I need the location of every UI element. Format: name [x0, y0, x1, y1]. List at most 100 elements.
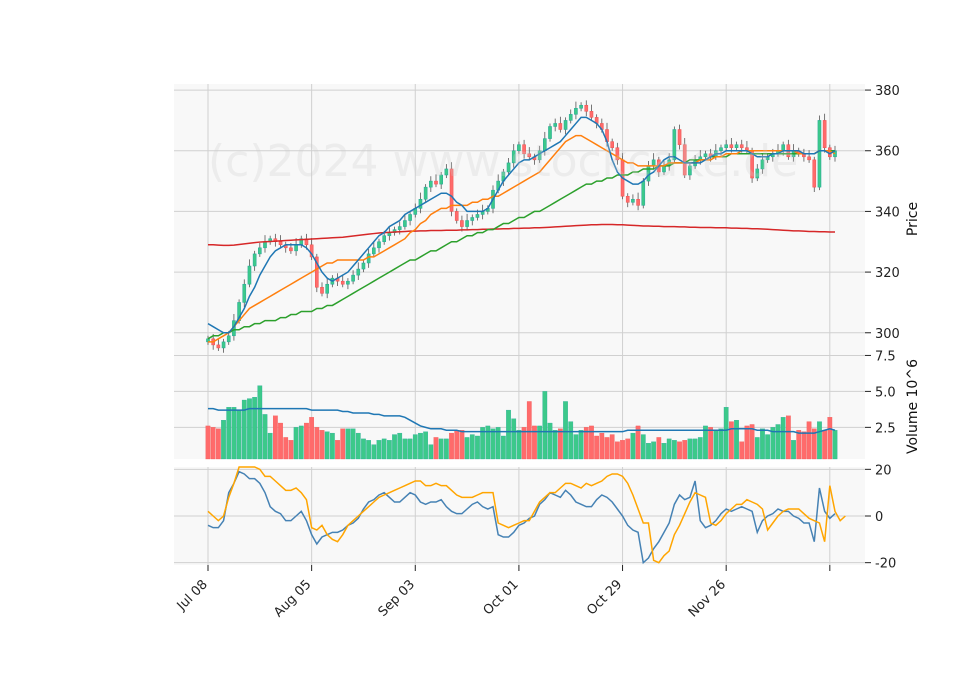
- candle-body: [429, 180, 433, 188]
- candle-body: [729, 144, 734, 148]
- candle-body: [584, 104, 589, 112]
- volume-ma-line: [208, 407, 836, 434]
- candle-body: [356, 268, 361, 276]
- volume-bar: [656, 437, 662, 460]
- y-tick-label: 2.5: [875, 421, 896, 436]
- volume-bar: [578, 430, 584, 460]
- volume-bar: [335, 440, 340, 460]
- candle-body: [315, 256, 319, 288]
- volume-bar: [609, 434, 615, 460]
- candle-body: [812, 159, 817, 188]
- volume-bar: [558, 428, 563, 460]
- volume-bar: [827, 417, 833, 460]
- candle-body: [434, 180, 438, 185]
- volume-bar: [713, 430, 719, 460]
- volume-bar: [568, 421, 574, 460]
- volume-bar: [267, 432, 273, 460]
- candle-body: [294, 244, 298, 252]
- volume-bar: [651, 441, 656, 460]
- volume-bar: [791, 440, 796, 460]
- candle-body: [470, 217, 475, 221]
- candle-body: [755, 168, 760, 179]
- volume-bar: [371, 444, 377, 460]
- ma-long-line: [208, 223, 835, 247]
- volume-bar: [723, 407, 729, 460]
- y-tick-label: 5.0: [875, 385, 896, 400]
- volume-bar: [754, 437, 760, 460]
- candle-body: [579, 104, 583, 109]
- candle-body: [263, 241, 267, 249]
- volume-bar: [526, 401, 532, 460]
- candle-body: [625, 195, 630, 203]
- volume-bar: [615, 441, 620, 460]
- volume-bar: [350, 428, 356, 460]
- candle-body: [346, 280, 350, 285]
- volume-bar: [428, 444, 434, 460]
- candle-body: [309, 244, 314, 258]
- y-tick-label: -20: [875, 557, 896, 572]
- volume-bar: [687, 438, 693, 460]
- candle-body: [361, 262, 366, 270]
- volume-bar: [744, 425, 750, 460]
- candle-body: [258, 247, 262, 255]
- volume-bar: [418, 432, 423, 460]
- volume-bar: [604, 437, 610, 460]
- volume-bar: [749, 424, 755, 460]
- candle-body: [563, 120, 568, 130]
- volume-bar: [459, 430, 465, 460]
- candle-body: [760, 159, 765, 170]
- volume-bar: [775, 424, 781, 460]
- volume-bar: [682, 440, 688, 460]
- volume-bar: [314, 427, 320, 460]
- x-tick-label: Oct 29: [584, 577, 625, 618]
- candle-body: [522, 144, 526, 155]
- volume-bar: [216, 428, 221, 460]
- volume-bar: [640, 434, 646, 460]
- candle-body: [724, 144, 728, 148]
- volume-bar: [392, 434, 397, 460]
- volume-bar: [444, 438, 449, 460]
- volume-bar: [760, 428, 765, 460]
- volume-bar: [480, 427, 485, 460]
- volume-bar: [298, 425, 304, 460]
- volume-bar: [361, 438, 366, 460]
- candle-body: [703, 153, 708, 158]
- volume-bar: [236, 409, 242, 460]
- volume-bar: [552, 430, 558, 460]
- candle-body: [734, 144, 739, 148]
- volume-bar: [247, 398, 252, 460]
- volume-bar: [485, 425, 491, 460]
- volume-bar: [449, 432, 454, 460]
- candle-body: [366, 253, 371, 264]
- volume-bar: [811, 428, 817, 460]
- candle-body: [221, 341, 226, 349]
- volume-bar: [822, 430, 827, 460]
- candle-body: [403, 220, 407, 227]
- volume-bar: [573, 434, 579, 460]
- candle-body: [465, 220, 469, 227]
- volume-bar: [780, 417, 786, 460]
- candle-body: [397, 226, 402, 230]
- candle-body: [719, 147, 723, 151]
- volume-bar: [511, 418, 517, 460]
- volume-bar: [661, 443, 667, 460]
- volume-bar: [506, 409, 511, 460]
- volume-bar: [490, 428, 496, 460]
- volume-bar: [708, 427, 713, 460]
- volume-bar: [806, 421, 812, 460]
- volume-bar: [252, 397, 257, 460]
- volume-bar: [324, 431, 330, 460]
- candle-body: [449, 168, 454, 212]
- ma-fast-line: [207, 116, 836, 334]
- candle-body: [527, 153, 532, 158]
- candle-body: [278, 241, 283, 246]
- candle-body: [574, 108, 578, 115]
- candle-body: [568, 114, 573, 121]
- volume-bar: [288, 440, 294, 460]
- candle-body: [677, 129, 682, 145]
- volume-bar: [345, 428, 351, 460]
- volume-bar: [594, 435, 599, 460]
- volume-bar: [283, 437, 289, 460]
